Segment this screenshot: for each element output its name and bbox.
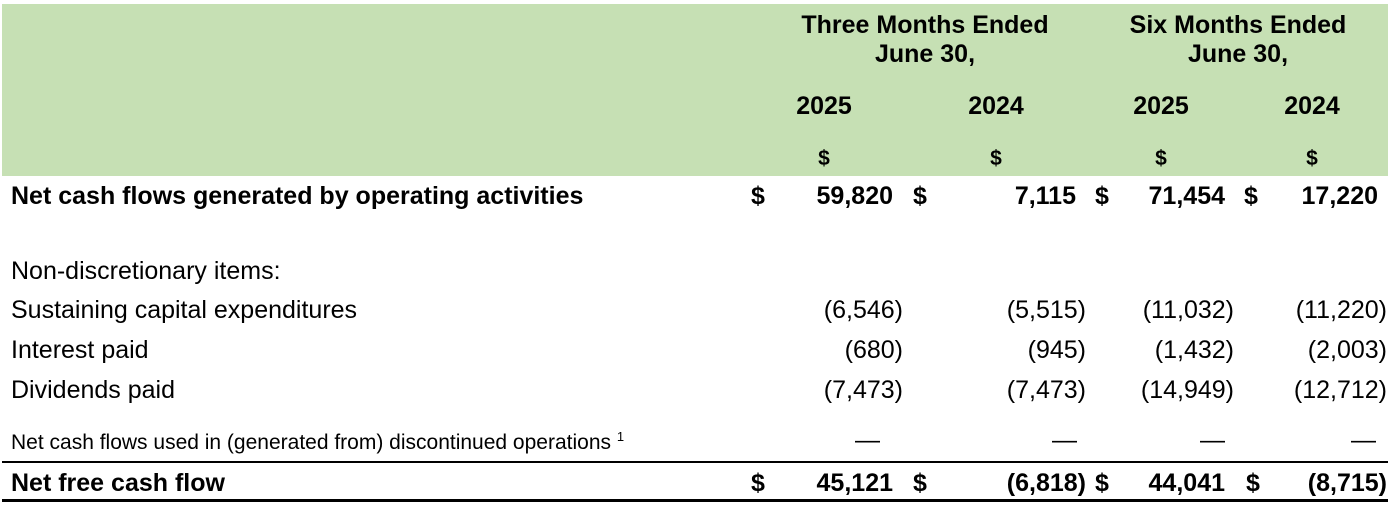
six-months-line1: Six Months Ended bbox=[1129, 11, 1347, 39]
dividends-paid-label: Dividends paid bbox=[11, 376, 175, 404]
operating-value: 7,115 bbox=[1014, 182, 1076, 210]
net-free-cash-flow-currency: $ bbox=[751, 469, 765, 497]
discontinued-ops-value: — bbox=[1052, 426, 1077, 454]
currency-header: $ bbox=[1306, 147, 1318, 170]
discontinued-ops-value: — bbox=[1200, 426, 1225, 454]
interest-paid-value: (945) bbox=[1027, 336, 1086, 364]
net-free-cash-flow-value: 45,121 bbox=[816, 469, 893, 497]
dividends-paid-value: (14,949) bbox=[1140, 376, 1234, 404]
operating-currency: $ bbox=[751, 182, 765, 210]
non-discretionary-label: Non-discretionary items: bbox=[11, 257, 281, 285]
header-band bbox=[2, 4, 1388, 176]
footnote-marker: 1 bbox=[616, 429, 625, 444]
discontinued-ops-value: — bbox=[855, 426, 880, 454]
net-free-cash-flow-value: 44,041 bbox=[1148, 469, 1225, 497]
operating-value: 59,820 bbox=[816, 182, 893, 210]
year-header: 2025 bbox=[1133, 92, 1189, 120]
year-header: 2024 bbox=[1284, 92, 1340, 120]
net-free-cash-flow-value: (6,818) bbox=[1006, 469, 1086, 497]
sustaining-capex-value: (11,032) bbox=[1142, 296, 1234, 324]
total-bottom-rule bbox=[2, 499, 1388, 502]
sustaining-capex-value: (11,220) bbox=[1295, 296, 1387, 324]
currency-header: $ bbox=[1155, 147, 1167, 170]
sustaining-capex-label: Sustaining capital expenditures bbox=[11, 296, 358, 324]
currency-header: $ bbox=[818, 147, 830, 170]
three-months-line2: June 30, bbox=[874, 40, 976, 68]
year-header: 2024 bbox=[968, 92, 1024, 120]
interest-paid-label: Interest paid bbox=[11, 336, 149, 364]
operating-currency: $ bbox=[913, 182, 927, 210]
dividends-paid-value: (7,473) bbox=[1006, 376, 1086, 404]
discontinued-ops-value: — bbox=[1351, 426, 1376, 454]
interest-paid-value: (680) bbox=[844, 336, 903, 364]
three-months-header: Three Months Ended June 30, bbox=[760, 13, 1090, 67]
currency-header: $ bbox=[990, 147, 1002, 170]
operating-value: 17,220 bbox=[1301, 182, 1378, 210]
net-free-cash-flow-currency: $ bbox=[1246, 469, 1260, 497]
dividends-paid-value: (7,473) bbox=[823, 376, 903, 404]
interest-paid-value: (2,003) bbox=[1307, 336, 1387, 364]
total-top-rule bbox=[2, 461, 1388, 463]
discontinued-ops-text: Net cash flows used in (generated from) … bbox=[11, 431, 611, 454]
three-months-line1: Three Months Ended bbox=[801, 11, 1049, 39]
net-free-cash-flow-label: Net free cash flow bbox=[11, 469, 225, 497]
net-free-cash-flow-currency: $ bbox=[1095, 469, 1109, 497]
sustaining-capex-value: (6,546) bbox=[823, 296, 903, 324]
operating-value: 71,454 bbox=[1148, 182, 1225, 210]
interest-paid-value: (1,432) bbox=[1154, 336, 1234, 364]
net-free-cash-flow-currency: $ bbox=[913, 469, 927, 497]
discontinued-ops-label: Net cash flows used in (generated from) … bbox=[11, 429, 625, 454]
six-months-header: Six Months Ended June 30, bbox=[1100, 13, 1376, 67]
net-free-cash-flow-value: (8,715) bbox=[1307, 469, 1387, 497]
operating-label: Net cash flows generated by operating ac… bbox=[11, 182, 584, 210]
operating-currency: $ bbox=[1244, 182, 1258, 210]
year-header: 2025 bbox=[796, 92, 852, 120]
operating-currency: $ bbox=[1095, 182, 1109, 210]
dividends-paid-value: (12,712) bbox=[1293, 376, 1387, 404]
sustaining-capex-value: (5,515) bbox=[1006, 296, 1086, 324]
six-months-line2: June 30, bbox=[1187, 40, 1289, 68]
